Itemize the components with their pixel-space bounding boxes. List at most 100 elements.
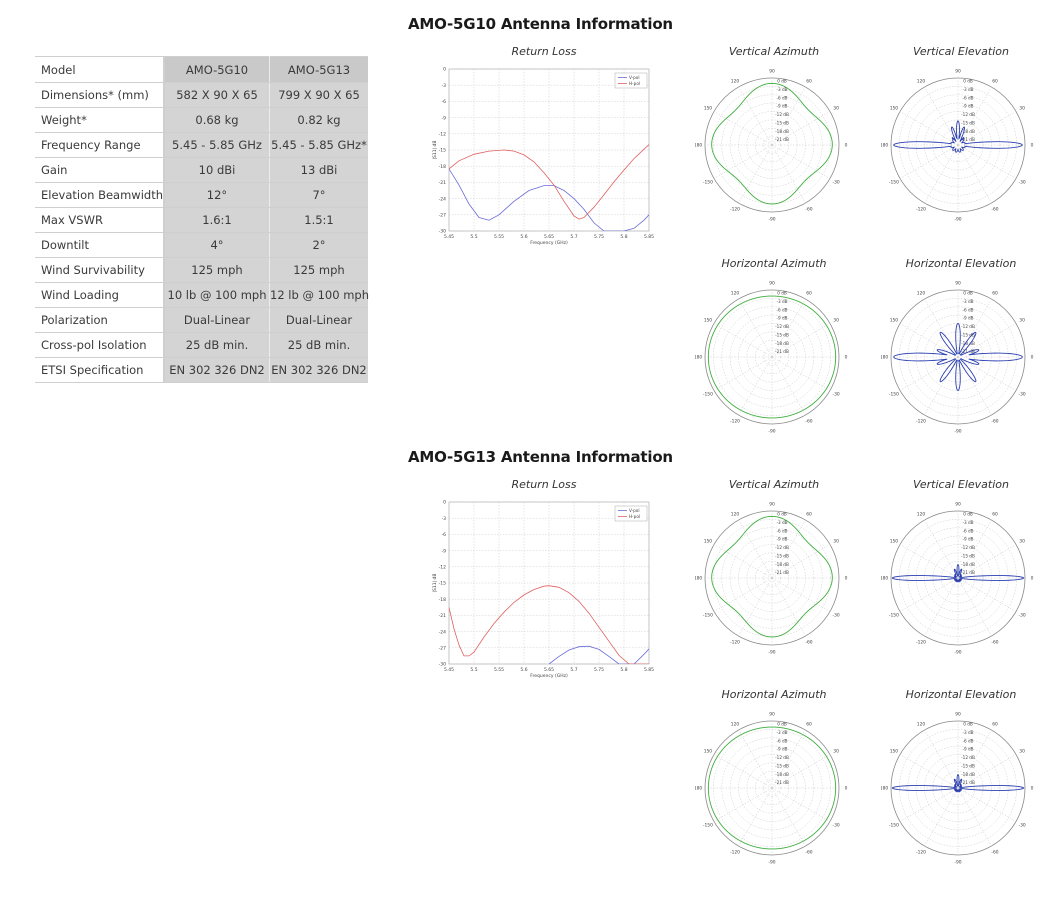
polar-ring [949,569,967,587]
polar-ring [763,348,781,366]
y-tick-label: -21 [439,613,446,619]
polar-spoke [713,111,773,146]
y-tick-label: -3 [442,516,447,522]
y-tick-label: -30 [439,662,446,668]
polar-spoke [771,544,831,579]
polar-spoke [957,356,1017,391]
spec-row: Max VSWR 1.6:1 1.5:1 [35,207,368,233]
polar-db-label: -3 dB [776,520,787,525]
polar-angle-label: -60 [805,207,812,213]
polar-ring [721,306,823,408]
polar-angle-label: -30 [1018,823,1025,829]
polar-db-label: -21 dB [961,349,975,354]
polar-ring [941,561,975,595]
polar-angle-label: 120 [917,512,926,518]
y-tick-label: -9 [442,548,447,554]
polar-db-label: -9 dB [962,537,973,542]
section-heading-5g10: AMO-5G10 Antenna Information [408,15,673,33]
polar-ring [907,527,1009,629]
polar-chart-5g13-vertical-azimuth: 90 60 30 0 -30 -60 -90 -120 -150 180 150 120 0 dB -3 … [695,502,848,656]
radiation-pattern-trace [893,323,1023,391]
polar-chart-5g13-vertical-elevation: 90 60 30 0 -30 -60 -90 -120 -150 180 150 120 0 dB -3 … [881,502,1034,656]
polar-angle-label: -120 [730,640,740,646]
polar-spoke [713,323,773,358]
polar-spoke [957,86,992,146]
polar-angle-label: -30 [832,180,839,186]
polar-spoke [738,356,773,416]
y-tick-label: -21 [439,180,446,186]
polar-angle-label: 180 [695,576,702,582]
spec-value-5g10: EN 302 326 DN2 [164,357,270,383]
polar-angle-label: -30 [1018,180,1025,186]
polar-db-label: -15 dB [775,120,789,125]
section-heading-5g13: AMO-5G13 Antenna Information [408,448,673,466]
polar-spoke [924,298,959,358]
polar-db-label: -9 dB [776,316,787,321]
polar-spoke [713,544,773,579]
polar-spoke [924,519,959,579]
polar-spoke [771,577,831,612]
spec-row: Polarization Dual-Linear Dual-Linear [35,307,368,333]
polar-spoke [899,577,959,612]
polar-spoke [899,754,959,789]
polar-db-label: -12 dB [961,755,975,760]
plot-title-horizontal-elevation: Horizontal Elevation [905,688,1017,701]
polar-ring [941,771,975,805]
series-line-v-pol [548,645,649,664]
spec-label: Wind Survivability [35,257,165,283]
polar-angle-label: 30 [833,318,839,324]
polar-db-label: -12 dB [961,112,975,117]
polar-angle-label: -90 [768,429,775,435]
legend-label: H-pol [629,81,640,86]
polar-spoke [771,787,831,822]
x-axis-label: Frequency (GHz) [530,673,568,679]
polar-ring [721,527,823,629]
polar-ring [949,779,967,797]
polar-ring [941,128,975,162]
polar-ring [713,298,831,416]
spec-value-5g10: 125 mph [164,257,270,283]
polar-spoke [899,111,959,146]
polar-angle-label: 150 [890,539,899,545]
x-tick-label: 5.7 [570,667,577,673]
radiation-pattern-trace [891,774,1025,793]
polar-spoke [738,577,773,637]
polar-angle-label: 180 [695,143,702,149]
polar-angle-label: -90 [768,860,775,866]
polar-angle-label: -90 [954,429,961,435]
polar-angle-label: -30 [832,823,839,829]
polar-db-label: -12 dB [775,324,789,329]
x-tick-label: 5.6 [520,667,527,673]
polar-db-label: -21 dB [961,780,975,785]
polar-db-label: -15 dB [775,332,789,337]
y-tick-label: -30 [439,229,446,235]
polar-spoke [771,144,806,204]
spec-label: Gain [35,157,165,183]
polar-spoke [957,544,1017,579]
y-tick-label: -6 [442,532,447,538]
polar-angle-label: -120 [916,207,926,213]
polar-angle-label: -60 [991,850,998,856]
polar-angle-label: 90 [769,712,775,718]
radiation-pattern-trace [891,564,1025,583]
x-tick-label: 5.8 [620,667,627,673]
spec-value-5g13: 12 lb @ 100 mph [269,282,369,308]
polar-ring [721,737,823,839]
spec-value-5g10: 10 lb @ 100 mph [164,282,270,308]
polar-spoke [957,729,992,789]
polar-angle-label: -60 [991,419,998,425]
spec-value-5g10: 1.6:1 [164,207,270,233]
plot-title-vertical-elevation: Vertical Elevation [913,478,1009,491]
polar-spoke [771,323,831,358]
polar-ring [763,779,781,797]
polar-angle-label: 150 [704,318,713,324]
polar-angle-label: 150 [890,749,899,755]
spec-value-5g10: 4° [164,232,270,258]
polar-db-label: -21 dB [775,349,789,354]
x-tick-label: 5.8 [620,234,627,240]
x-tick-label: 5.6 [520,234,527,240]
polar-ring [899,519,1017,637]
polar-ring [915,745,1001,831]
polar-spoke [899,787,959,822]
polar-angle-label: 0 [845,786,848,792]
